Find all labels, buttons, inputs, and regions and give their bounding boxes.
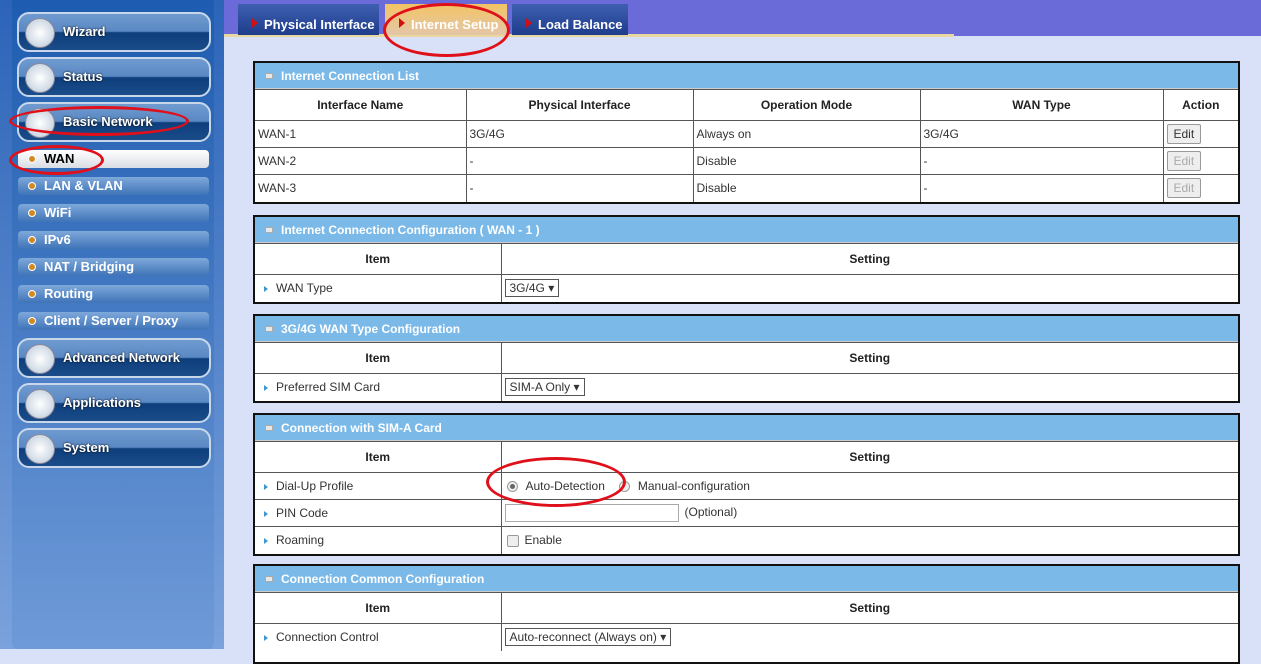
globe-icon — [25, 108, 55, 138]
sub-lan-vlan[interactable]: LAN & VLAN — [18, 177, 209, 195]
menu-system[interactable]: System — [17, 428, 211, 468]
bullet-icon — [28, 317, 36, 325]
connection-configuration: Internet Connection Configuration ( WAN … — [253, 215, 1240, 304]
wan-type-select[interactable]: 3G/4G ▾ — [504, 279, 560, 298]
sub-wifi[interactable]: WiFi — [18, 204, 209, 222]
box-icon — [25, 389, 55, 419]
bullet-icon — [28, 209, 36, 217]
triangle-icon — [264, 385, 268, 392]
sub-client-server-proxy[interactable]: Client / Server / Proxy — [18, 312, 209, 330]
chart-icon — [25, 63, 55, 93]
computer-icon — [25, 434, 55, 464]
tools-icon — [25, 344, 55, 374]
sim-a-connection: Connection with SIM-A Card Item Setting D… — [253, 413, 1240, 556]
bullet-icon — [28, 236, 36, 244]
table-row: WAN-1 3G/4G Always on 3G/4G Edit — [255, 120, 1238, 148]
panel-title: 3G/4G WAN Type Configuration — [281, 322, 461, 336]
bullet-icon — [28, 290, 36, 298]
panel-title: Connection Common Configuration — [281, 572, 485, 586]
connection-table: Interface Name Physical Interface Operatio… — [255, 89, 1238, 202]
menu-wizard[interactable]: Wizard — [17, 12, 211, 52]
menu-status[interactable]: Status — [17, 57, 211, 97]
edit-button[interactable]: Edit — [1166, 124, 1202, 144]
panel-icon — [265, 326, 273, 332]
roaming-checkbox[interactable] — [506, 535, 519, 548]
sub-wan[interactable]: WAN — [18, 150, 209, 168]
pin-code-input[interactable] — [504, 504, 679, 522]
triangle-icon — [264, 484, 268, 490]
wan-type-configuration: 3G/4G WAN Type Configuration Item Setting… — [253, 314, 1240, 403]
edit-button[interactable]: Edit — [1166, 178, 1202, 199]
connection-common-configuration: Connection Common Configuration Item Sett… — [253, 564, 1240, 664]
sub-nat-bridging[interactable]: NAT / Bridging — [18, 258, 209, 276]
triangle-icon — [264, 286, 268, 293]
edit-button[interactable]: Edit — [1166, 151, 1202, 171]
arrow-right-icon — [526, 18, 532, 28]
menu-advanced-network[interactable]: Advanced Network — [17, 338, 211, 378]
auto-detection-radio[interactable] — [506, 481, 518, 493]
connection-control-select[interactable]: Auto-reconnect (Always on) ▾ — [504, 628, 672, 647]
arrow-right-icon — [399, 18, 405, 28]
preferred-sim-select[interactable]: SIM-A Only ▾ — [504, 378, 585, 397]
panel-title: Internet Connection Configuration ( WAN … — [281, 223, 540, 237]
arrow-right-icon — [252, 18, 258, 28]
wand-icon — [25, 18, 55, 48]
panel-icon — [265, 227, 273, 233]
sub-routing[interactable]: Routing — [18, 285, 209, 303]
table-row: WAN-2- Disable - Edit — [255, 147, 1238, 175]
triangle-icon — [264, 511, 268, 517]
internet-connection-list: Internet Connection List Interface Name P… — [253, 61, 1240, 204]
table-row: WAN-3- Disable - Edit — [255, 174, 1238, 202]
sub-ipv6[interactable]: IPv6 — [18, 231, 209, 249]
tab-underline — [224, 34, 954, 37]
menu-applications[interactable]: Applications — [17, 383, 211, 423]
panel-icon — [265, 425, 273, 431]
panel-title: Connection with SIM-A Card — [281, 421, 442, 435]
tab-physical-interface[interactable]: Physical Interface — [238, 4, 379, 35]
menu-basic-network[interactable]: Basic Network — [17, 102, 211, 142]
tab-load-balance[interactable]: Load Balance — [512, 4, 628, 35]
triangle-icon — [264, 635, 268, 642]
panel-title: Internet Connection List — [281, 69, 419, 83]
panel-icon — [265, 576, 273, 582]
bullet-icon — [28, 155, 36, 163]
tab-internet-setup[interactable]: Internet Setup — [385, 4, 507, 35]
triangle-icon — [264, 538, 268, 545]
bullet-icon — [28, 182, 36, 190]
bullet-icon — [28, 263, 36, 271]
tab-bar — [224, 0, 1261, 36]
panel-icon — [265, 73, 273, 79]
manual-configuration-radio[interactable] — [618, 481, 630, 493]
